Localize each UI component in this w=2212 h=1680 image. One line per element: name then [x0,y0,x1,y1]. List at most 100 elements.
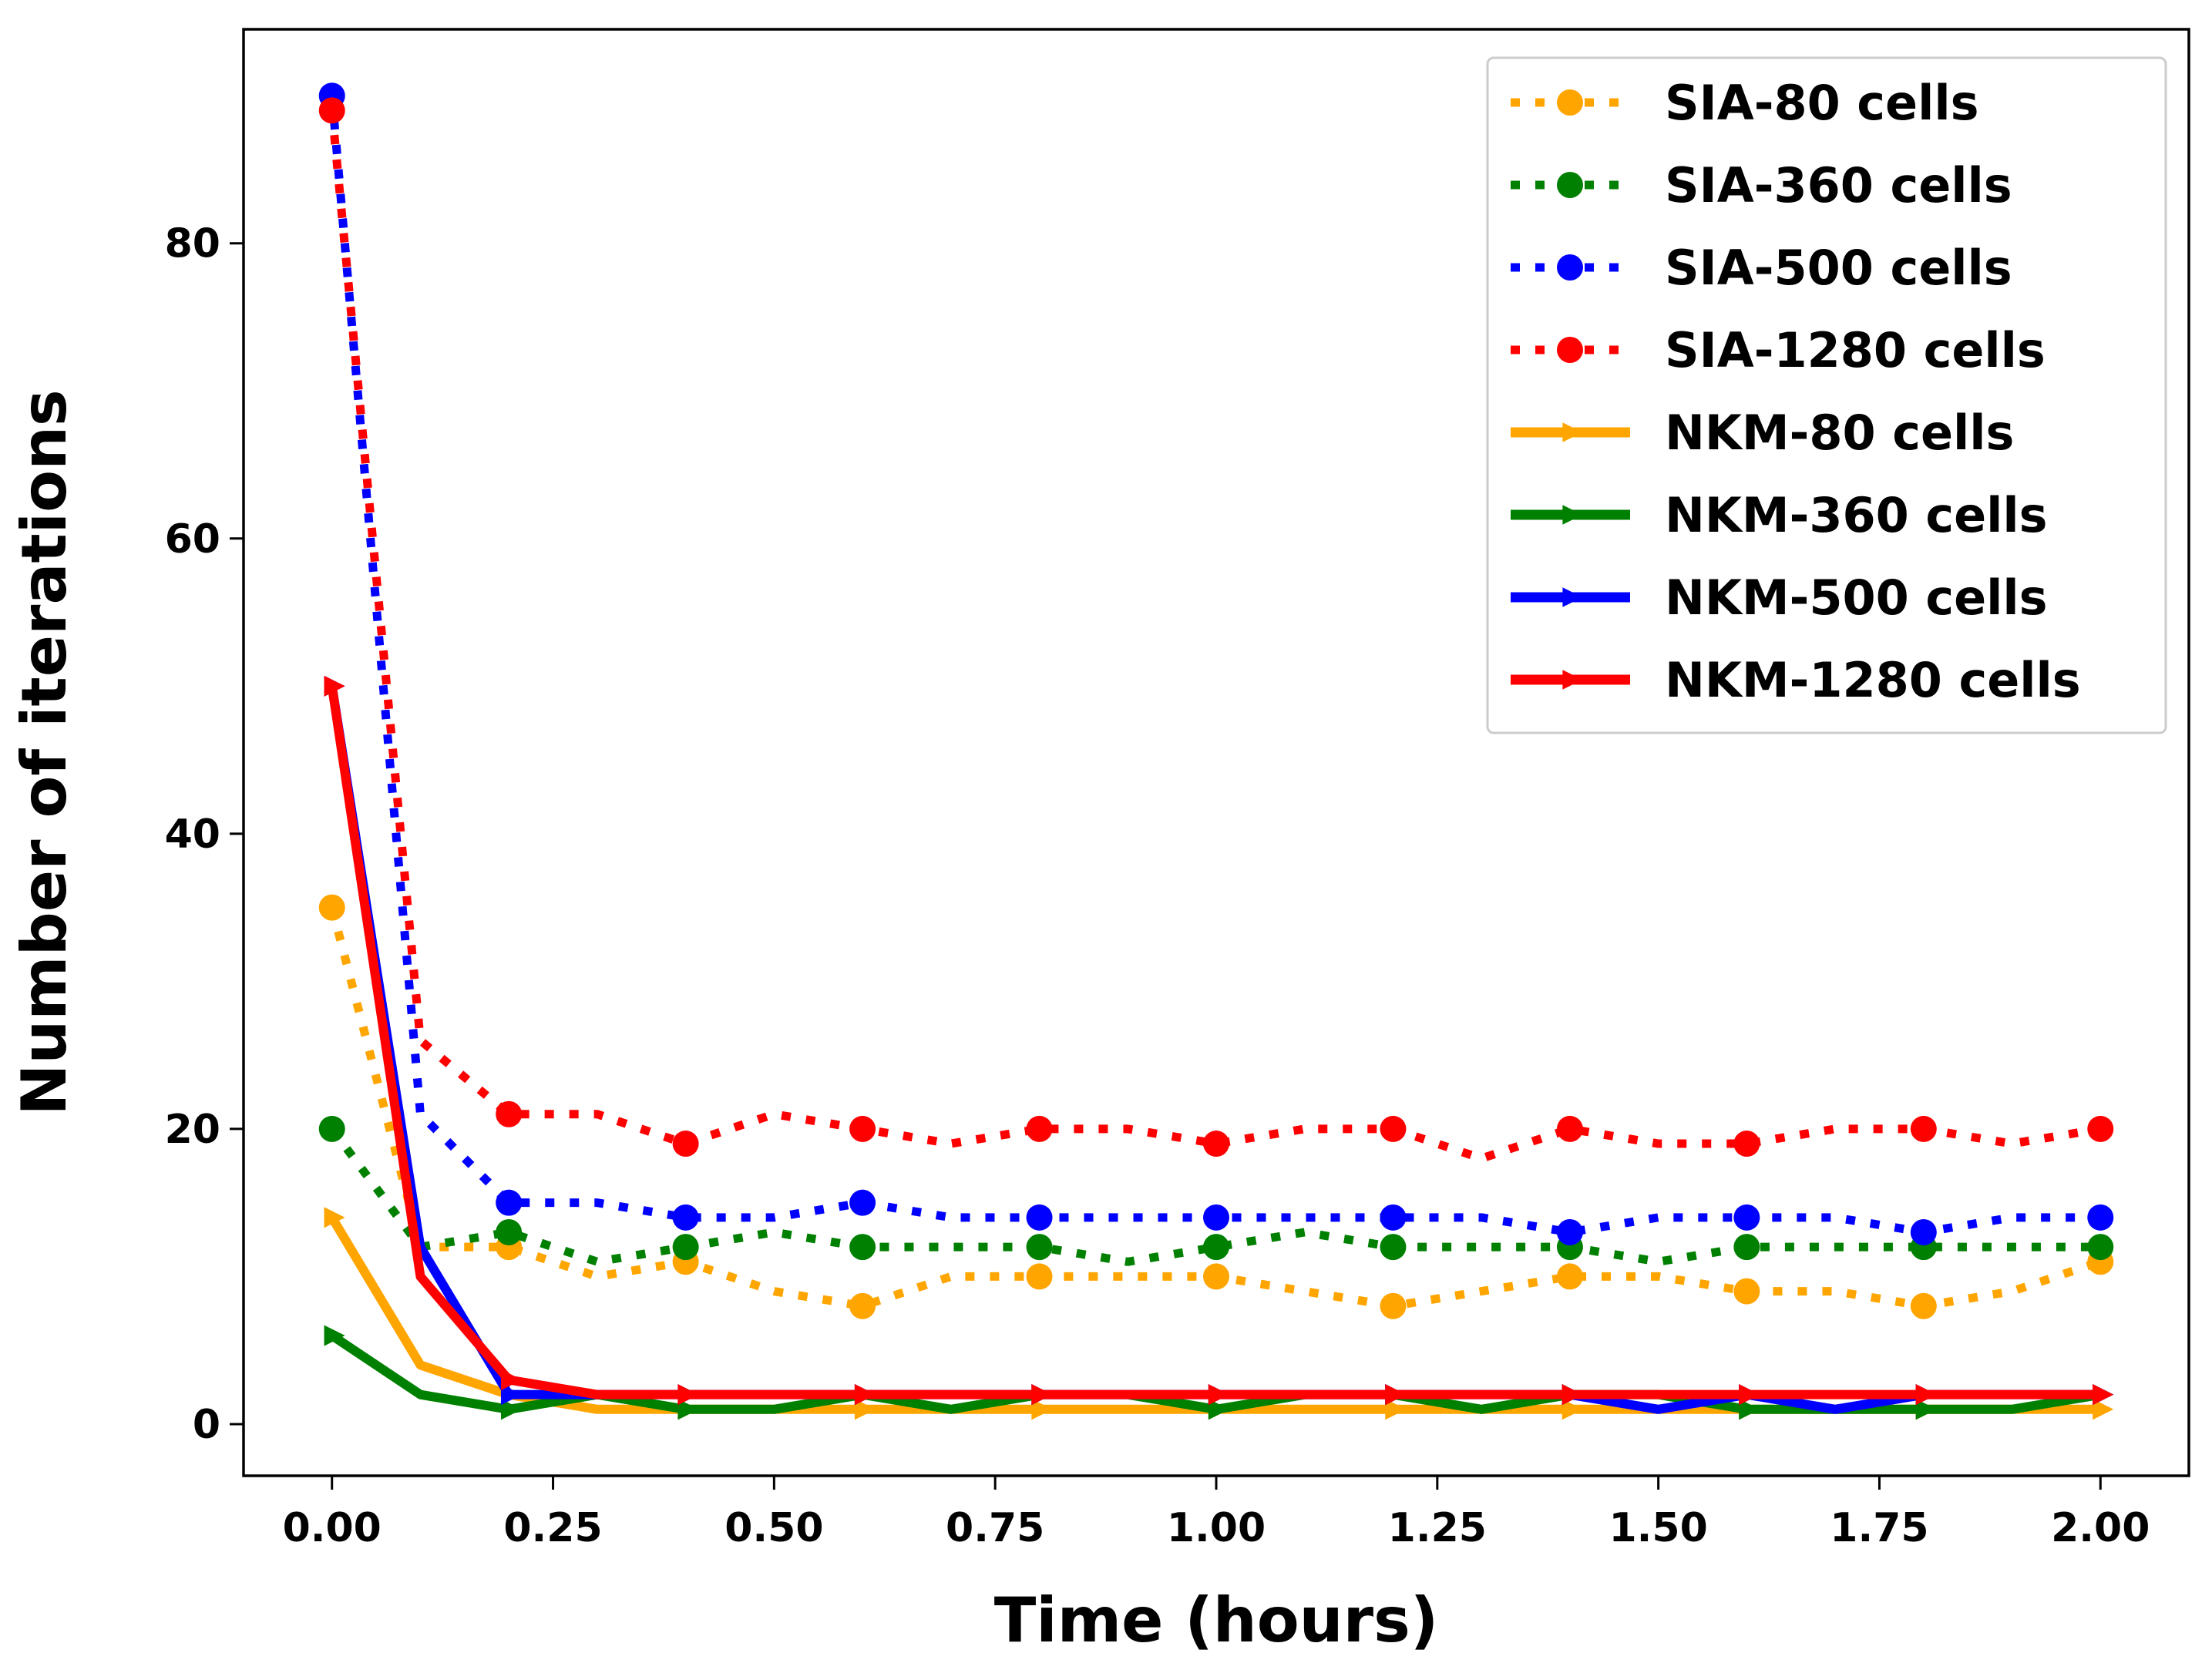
data-point [1380,1292,1407,1319]
legend-marker [1562,670,1582,690]
data-point [500,1399,523,1420]
data-point [324,1207,345,1228]
x-tick-label: 0.25 [503,1505,602,1551]
legend-item-sia-80-cells: SIA-80 cells [1511,75,1979,131]
x-tick-label: 0.00 [283,1505,382,1551]
data-point [849,1234,876,1261]
data-point [500,1384,523,1406]
data-point [1208,1399,1229,1420]
series-sia-80-cells [318,894,2114,1319]
data-point [1203,1204,1229,1231]
legend-label: SIA-360 cells [1665,157,2012,213]
data-point [1739,1399,1760,1420]
data-point [1026,1263,1053,1290]
series-layer [318,82,2114,1420]
data-point [324,1325,345,1346]
data-point [1380,1204,1407,1231]
x-tick-label: 1.75 [1830,1505,1928,1551]
legend-label: NKM-360 cells [1665,487,2048,543]
data-point [1385,1384,1407,1406]
legend-item-sia-1280-cells: SIA-1280 cells [1511,322,2046,378]
data-point [2093,1399,2114,1420]
data-point [849,1115,876,1142]
legend-label: NKM-500 cells [1665,570,2048,626]
x-tick-label: 0.50 [724,1505,823,1551]
legend-marker [1557,254,1583,281]
legend-label: SIA-80 cells [1665,75,1979,131]
data-point [2087,1115,2114,1142]
series-sia-500-cells [318,82,2114,1245]
data-point [1910,1292,1937,1319]
y-tick-label: 40 [165,811,220,858]
data-point [1562,1384,1583,1406]
data-point [1203,1131,1229,1158]
legend-label: NKM-80 cells [1665,405,2014,461]
data-point [1556,1263,1583,1290]
y-tick-label: 0 [193,1402,220,1448]
data-point [1910,1115,1937,1142]
data-point [677,1384,699,1406]
data-point [1380,1234,1407,1261]
data-point [849,1189,876,1216]
legend-marker [1557,337,1583,363]
legend-item-nkm-80-cells: NKM-80 cells [1511,405,2014,461]
data-point [1556,1218,1583,1245]
legend-marker [1562,587,1582,607]
data-point [1562,1399,1583,1420]
x-axis: 0.00 0.25 0.50 0.75 1.00 1.25 1.50 1.75 2.00 [283,1476,2150,1551]
series-nkm-1280-cells [324,675,2114,1406]
data-point [854,1384,876,1406]
data-point [1739,1384,1760,1406]
data-point [2093,1384,2114,1406]
data-point [2087,1204,2114,1231]
data-point [496,1218,523,1245]
data-point [1026,1115,1053,1142]
legend-marker [1557,172,1583,198]
legend-item-nkm-360-cells: NKM-360 cells [1511,487,2048,543]
legend-label: SIA-500 cells [1665,240,2012,296]
data-point [500,1369,523,1391]
legend-marker [1557,89,1583,116]
y-tick-label: 60 [165,516,220,563]
data-point [1031,1399,1053,1420]
data-point [849,1292,876,1319]
data-point [1026,1234,1053,1261]
data-point [1031,1384,1053,1406]
series-line-sia-1280-cells [328,109,2102,1163]
legend: SIA-80 cells SIA-360 cells SIA-500 cells SI… [1486,56,2167,734]
data-point [672,1204,699,1231]
y-tick-label: 80 [165,221,220,267]
y-axis: 0 20 40 60 80 [165,221,244,1448]
data-point [1733,1131,1760,1158]
legend-box [1486,56,2167,734]
data-point [672,1234,699,1261]
data-point [854,1399,876,1420]
data-point [318,894,345,921]
legend-label: NKM-1280 cells [1665,652,2081,708]
data-point [1733,1204,1760,1231]
data-point [1915,1384,1937,1406]
data-point [318,1115,345,1142]
data-point [324,675,345,697]
x-tick-label: 1.25 [1388,1505,1487,1551]
x-tick-label: 2.00 [2051,1505,2150,1551]
x-axis-label: Time (hours) [994,1584,1439,1656]
data-point [1380,1115,1407,1142]
legend-marker [1562,505,1582,525]
data-point [1733,1278,1760,1305]
data-point [677,1399,699,1420]
data-point [1915,1399,1937,1420]
data-point [1733,1234,1760,1261]
data-point [672,1131,699,1158]
y-axis-label: Number of iterations [8,389,80,1115]
data-point [496,1100,523,1127]
x-tick-label: 1.00 [1167,1505,1266,1551]
legend-marker [1562,422,1582,442]
legend-label: SIA-1280 cells [1665,322,2046,378]
series-sia-1280-cells [318,97,2114,1163]
data-point [1208,1384,1229,1406]
legend-item-sia-500-cells: SIA-500 cells [1511,240,2012,296]
data-point [1026,1204,1053,1231]
legend-item-nkm-1280-cells: NKM-1280 cells [1511,652,2081,708]
legend-item-sia-360-cells: SIA-360 cells [1511,157,2012,213]
